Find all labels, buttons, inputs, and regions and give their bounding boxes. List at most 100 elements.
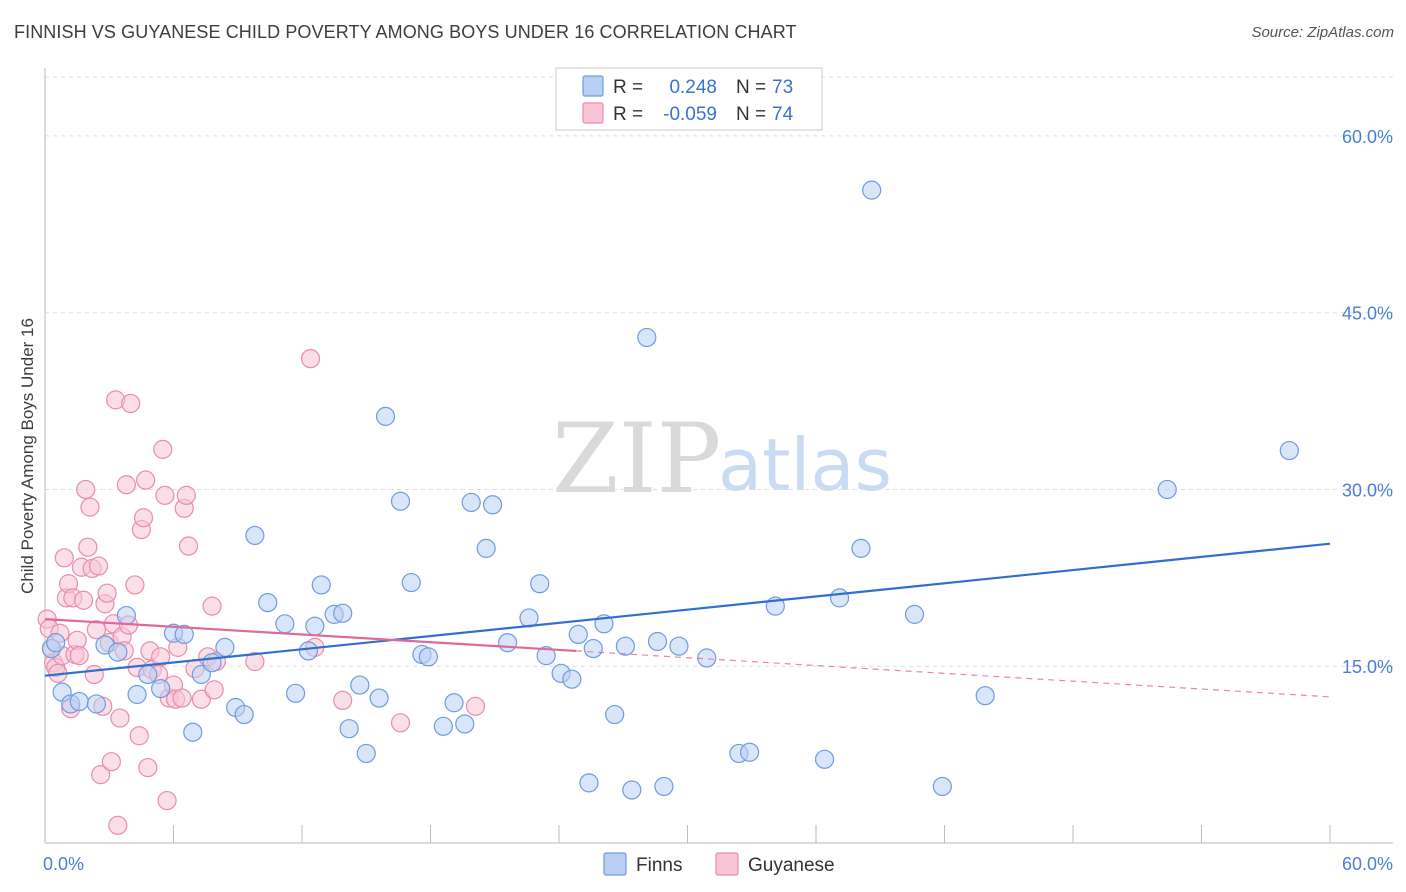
finns-point-4 [69, 691, 89, 712]
guyanese-point-25 [91, 765, 111, 785]
finns-point-20 [245, 525, 265, 546]
guyanese-point-8 [54, 548, 74, 568]
legend-swatch-guyanese [582, 102, 604, 124]
guyanese-point-17 [73, 590, 94, 610]
guyanese-trend-line [44, 617, 577, 653]
finns-point-52 [583, 638, 603, 659]
legend-n-label-finns: N = [736, 77, 766, 98]
guyanese-point-58 [172, 688, 192, 708]
guyanese-point-39 [121, 393, 141, 414]
y-tick-label-45: 45.0% [1342, 304, 1393, 324]
finns-point-5 [86, 694, 107, 714]
bottom-legend-label-guyanese: Guyanese [748, 855, 835, 876]
finns-point-34 [390, 491, 411, 511]
finns-point-28 [333, 603, 353, 623]
finns-point-47 [536, 646, 556, 666]
guyanese-point-66 [204, 680, 224, 700]
guyanese-point-72 [390, 713, 411, 733]
chart-title: FINNISH VS GUYANESE CHILD POVERTY AMONG … [14, 22, 797, 42]
finns-point-59 [654, 776, 674, 797]
finns-point-16 [202, 653, 222, 673]
guyanese-point-22 [84, 664, 104, 685]
guyanese-point-71 [333, 690, 353, 711]
finns-points [41, 180, 1299, 800]
finns-point-10 [138, 664, 158, 685]
finns-point-58 [647, 631, 668, 652]
guyanese-point-69 [300, 349, 321, 369]
bottom-legend-swatch-guyanese [715, 852, 739, 876]
guyanese-point-28 [97, 583, 117, 603]
watermark-zip: ZIP [552, 403, 721, 515]
finns-point-33 [375, 406, 396, 426]
finns-point-41 [461, 492, 481, 513]
legend-n-value-guyanese: 74 [772, 104, 794, 125]
y-tick-label-60: 60.0% [1342, 127, 1393, 147]
y-axis-label: Child Poverty Among Boys Under 16 [18, 318, 37, 594]
finns-point-26 [311, 575, 331, 595]
finns-point-40 [455, 714, 475, 734]
guyanese-point-51 [153, 439, 173, 459]
finns-point-68 [862, 180, 882, 200]
finns-point-37 [418, 647, 438, 667]
guyanese-point-53 [157, 790, 177, 811]
finns-point-39 [444, 693, 464, 713]
finns-point-57 [637, 327, 657, 348]
legend-r-label-finns: R = [613, 77, 643, 98]
legend-n-label-guyanese: N = [736, 104, 766, 125]
finns-point-66 [829, 588, 850, 608]
legend-r-label-guyanese: R = [613, 104, 643, 125]
guyanese-point-42 [129, 726, 149, 746]
finns-point-7 [108, 642, 128, 662]
series-legend: Finns Guyanese [603, 852, 835, 876]
guyanese-point-20 [80, 497, 100, 517]
guyanese-point-23 [86, 620, 107, 640]
finns-point-25 [305, 616, 325, 636]
x-tick-label-min: 0.0% [43, 854, 84, 874]
guyanese-point-18 [76, 479, 96, 500]
finns-point-23 [285, 683, 306, 703]
guyanese-point-63 [191, 689, 211, 709]
legend-swatch-finns [582, 75, 604, 97]
finns-trend-line [44, 542, 1331, 677]
finns-point-30 [350, 675, 370, 695]
finns-point-31 [356, 743, 376, 764]
finns-point-38 [433, 716, 453, 736]
finns-point-42 [476, 538, 496, 558]
y-tick-label-30: 30.0% [1342, 480, 1393, 500]
finns-point-32 [369, 688, 389, 708]
guyanese-point-24 [88, 556, 109, 576]
finns-point-73 [1279, 440, 1299, 461]
bottom-legend-swatch-finns [603, 852, 627, 876]
bottom-legend-label-finns: Finns [636, 855, 682, 876]
guyanese-point-33 [108, 815, 128, 835]
correlation-legend: R = 0.248 N = 73 R = -0.059 N = 74 [555, 67, 823, 131]
finns-point-55 [615, 636, 635, 656]
trend-lines [44, 542, 1331, 698]
finns-point-46 [530, 574, 550, 594]
guyanese-points [37, 349, 486, 835]
finns-point-29 [339, 719, 359, 739]
legend-r-value-finns: 0.248 [669, 77, 717, 98]
source-credit: Source: ZipAtlas.com [1251, 24, 1394, 41]
guyanese-point-50 [151, 647, 171, 667]
finns-point-60 [669, 636, 689, 656]
guyanese-point-40 [125, 575, 145, 595]
guyanese-point-34 [110, 708, 130, 728]
legend-n-value-finns: 73 [772, 77, 793, 98]
finns-point-70 [932, 776, 952, 797]
finns-point-8 [116, 605, 136, 626]
finns-point-17 [215, 637, 235, 657]
finns-point-72 [1157, 479, 1177, 500]
gridlines [45, 76, 1393, 667]
finns-point-11 [151, 679, 171, 699]
finns-point-35 [401, 572, 421, 593]
guyanese-point-45 [136, 470, 156, 490]
finns-point-22 [275, 614, 295, 634]
finns-point-56 [622, 780, 642, 800]
finns-point-54 [605, 704, 625, 725]
finns-point-67 [851, 538, 871, 558]
guyanese-point-61 [178, 536, 199, 556]
finns-point-24 [298, 641, 319, 661]
finns-point-44 [498, 633, 518, 653]
